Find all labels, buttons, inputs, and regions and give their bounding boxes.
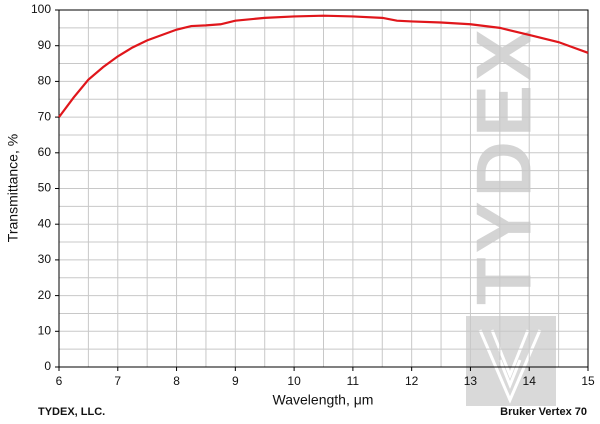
y-tick-label: 90 — [38, 38, 52, 52]
y-tick-label: 0 — [44, 359, 51, 373]
x-tick-label: 14 — [523, 374, 537, 388]
x-tick-label: 8 — [173, 374, 180, 388]
footer-left: TYDEX, LLC. — [38, 406, 105, 418]
plot-frame — [58, 9, 589, 368]
logo — [466, 316, 556, 406]
y-tick-label: 50 — [38, 181, 52, 195]
y-tick-label: 10 — [38, 323, 52, 337]
y-tick-label: 60 — [38, 145, 52, 159]
x-axis-label: Wavelength, μm — [273, 392, 374, 408]
y-tick-label: 30 — [38, 252, 52, 266]
y-tick-label: 40 — [38, 216, 52, 230]
x-tick-label: 11 — [347, 374, 360, 388]
footer-right: Bruker Vertex 70 — [500, 406, 587, 418]
x-tick-label: 9 — [232, 374, 239, 388]
x-tick-label: 7 — [114, 374, 121, 388]
y-tick-label: 80 — [38, 74, 52, 88]
data-line — [58, 14, 589, 118]
x-tick-label: 10 — [287, 374, 301, 388]
y-tick-label: 100 — [31, 2, 51, 16]
watermark: TYDEX — [460, 25, 548, 305]
x-tick-label: 12 — [405, 374, 419, 388]
y-tick-label: 70 — [38, 109, 52, 123]
y-tick-label: 20 — [38, 288, 52, 302]
x-tick-label: 15 — [581, 374, 595, 388]
x-tick-label: 6 — [56, 374, 63, 388]
x-tick-label: 13 — [464, 374, 478, 388]
y-axis-label: Transmittance, % — [5, 134, 21, 242]
